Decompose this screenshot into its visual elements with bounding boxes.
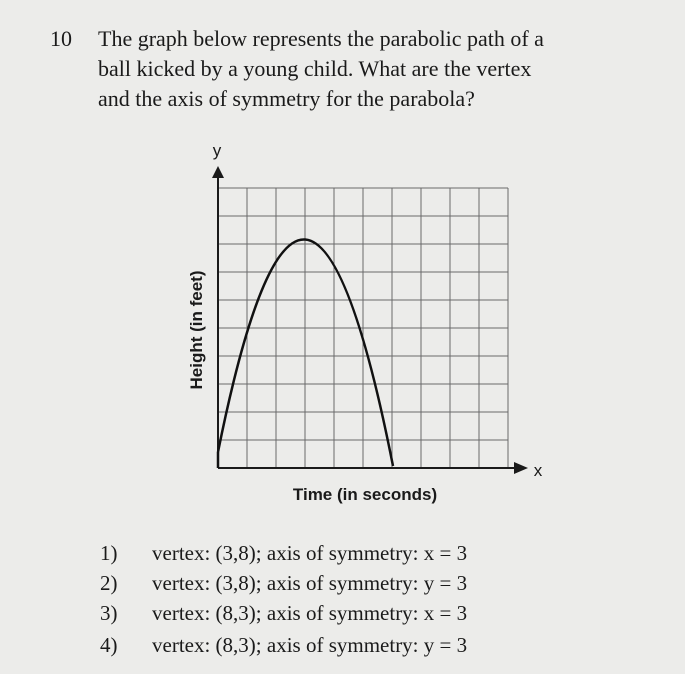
question-line: The graph below represents the parabolic… [98, 26, 544, 51]
grid [218, 187, 509, 468]
question-line: ball kicked by a young child. What are t… [98, 56, 531, 81]
y-axis-title: Height (in feet) [187, 271, 206, 390]
question-line: and the axis of symmetry for the parabol… [98, 86, 475, 111]
choice-text: vertex: (8,3); axis of symmetry: x = 3 [152, 601, 467, 625]
choices: 1) vertex: (3,8); axis of symmetry: x = … [100, 541, 467, 657]
choice-text: vertex: (3,8); axis of symmetry: y = 3 [152, 571, 467, 595]
y-letter: y [213, 141, 222, 160]
question-number: 10 [50, 26, 72, 51]
y-arrow [212, 166, 224, 178]
parabola [216, 238, 395, 467]
choice-number: 4) [100, 633, 118, 657]
x-letter: x [534, 461, 543, 480]
choice-number: 2) [100, 571, 118, 595]
x-axis-title: Time (in seconds) [293, 485, 437, 504]
choice-text: vertex: (8,3); axis of symmetry: y = 3 [152, 633, 467, 657]
choice-text: vertex: (3,8); axis of symmetry: x = 3 [152, 541, 467, 565]
x-arrow [514, 462, 528, 474]
choice-number: 3) [100, 601, 118, 625]
choice-number: 1) [100, 541, 118, 565]
graph: y x Height (in feet) Time (in seconds) [187, 141, 543, 504]
